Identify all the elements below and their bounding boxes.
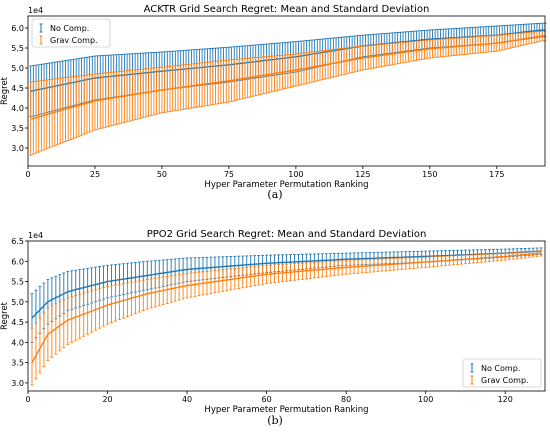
y-tick-label: 4.5: [11, 84, 24, 93]
legend-label: Grav Comp.: [481, 376, 529, 385]
y-axis-multiplier: 1e4: [28, 231, 43, 240]
x-tick-label: 0: [25, 170, 30, 179]
y-tick-label: 4.0: [11, 338, 24, 347]
y-tick-label: 3.0: [11, 144, 24, 153]
legend-box: [31, 18, 111, 48]
y-tick-label: 5.5: [11, 278, 24, 287]
y-tick-label: 4.0: [11, 104, 24, 113]
x-tick-label: 80: [341, 395, 351, 404]
y-tick-label: 3.5: [11, 124, 24, 133]
chart-title: ACKTR Grid Search Regret: Mean and Stand…: [144, 4, 430, 15]
mean-line: [30, 35, 545, 120]
panel-caption: (b): [267, 414, 283, 427]
x-tick-label: 120: [498, 395, 513, 404]
x-tick-label: 40: [182, 395, 192, 404]
y-tick-label: 6.0: [11, 257, 24, 266]
x-tick-label: 0: [25, 395, 30, 404]
x-tick-label: 150: [422, 170, 437, 179]
x-tick-label: 75: [224, 170, 234, 179]
legend: No Comp. Grav Comp.: [31, 18, 111, 48]
ppo2-chart: PPO2 Grid Search Regret: Mean and Standa…: [0, 229, 546, 427]
plot-frame: [27, 15, 546, 167]
y-tick-label: 4.5: [11, 318, 24, 327]
x-tick-label: 25: [90, 170, 100, 179]
x-tick-label: 100: [288, 170, 303, 179]
x-tick-label: 100: [418, 395, 433, 404]
legend-box: [462, 358, 542, 388]
x-tick-label: 50: [157, 170, 167, 179]
y-tick-label: 3.0: [11, 379, 24, 388]
y-tick-label: 6.5: [11, 237, 24, 246]
series-grav-comp: [29, 30, 547, 156]
x-axis-label: Hyper Parameter Permutation Ranking: [204, 180, 368, 190]
series-grav-comp: [30, 250, 543, 386]
legend-label: Grav Comp.: [50, 36, 98, 45]
legend-label: No Comp.: [50, 24, 89, 33]
y-axis-multiplier: 1e4: [28, 6, 43, 15]
y-tick-label: 5.0: [11, 298, 24, 307]
x-tick-label: 60: [262, 395, 272, 404]
x-tick-label: 175: [489, 170, 504, 179]
y-tick-label: 5.0: [11, 64, 24, 73]
panel-caption: (a): [267, 188, 282, 201]
y-tick-label: 6.0: [11, 24, 24, 33]
y-tick-label: 5.5: [11, 44, 24, 53]
legend: No Comp. Grav Comp.: [462, 358, 542, 388]
y-tick-label: 3.5: [11, 359, 24, 368]
x-axis-label: Hyper Parameter Permutation Ranking: [204, 405, 368, 415]
legend-label: No Comp.: [481, 364, 520, 373]
y-axis-label: Regret: [0, 301, 10, 330]
y-axis-label: Regret: [0, 76, 10, 105]
x-tick-label: 125: [355, 170, 370, 179]
plot-frame: [27, 240, 546, 392]
x-tick-label: 20: [102, 395, 112, 404]
chart-title: PPO2 Grid Search Regret: Mean and Standa…: [147, 229, 427, 240]
acktr-chart: ACKTR Grid Search Regret: Mean and Stand…: [0, 4, 547, 201]
mean-line: [31, 252, 542, 363]
